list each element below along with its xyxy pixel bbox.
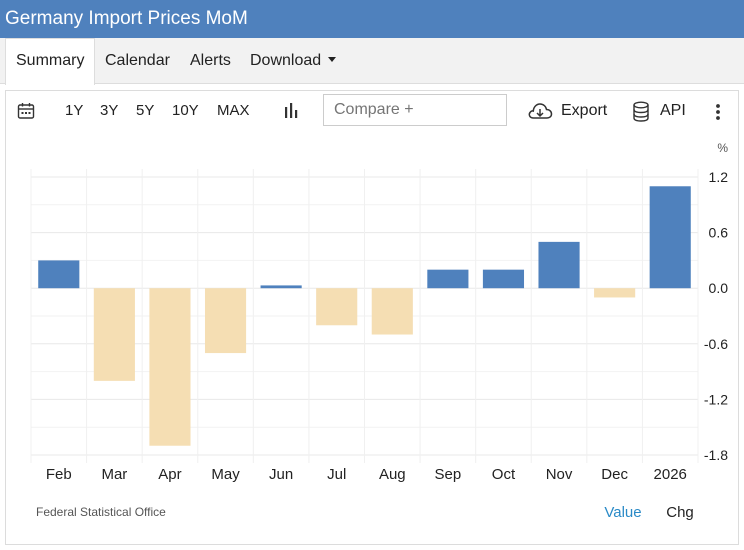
- x-tick-label: Jul: [327, 466, 346, 483]
- x-tick-label: Dec: [601, 466, 628, 483]
- tab-download[interactable]: Download: [250, 38, 337, 84]
- value-tab[interactable]: Value: [604, 504, 641, 521]
- bar-chart-icon[interactable]: [283, 102, 299, 125]
- export-button[interactable]: Export: [561, 102, 608, 119]
- tab-alerts-label: Alerts: [190, 52, 231, 69]
- chart-bars: [38, 186, 691, 446]
- calendar-icon[interactable]: [17, 102, 35, 125]
- bar-dec[interactable]: [594, 288, 636, 298]
- more-vertical-icon[interactable]: [715, 103, 721, 126]
- tab-alerts[interactable]: Alerts: [190, 38, 231, 84]
- chg-tab[interactable]: Chg: [666, 504, 694, 521]
- y-tick-label: 0.6: [709, 225, 729, 241]
- x-tick-label: Nov: [546, 466, 573, 483]
- chevron-down-icon: [328, 57, 337, 63]
- bar-chart: 1.2 0.6 0.0 -0.6 -1.2 -1.8 Feb Mar Apr May Jun Jul…: [30, 141, 728, 521]
- x-tick-label: Apr: [158, 466, 181, 483]
- page-title: Germany Import Prices MoM: [5, 8, 248, 29]
- source-label: Federal Statistical Office: [36, 505, 166, 519]
- y-axis-ticks: 1.2 0.6 0.0 -0.6 -1.2 -1.8: [704, 169, 728, 463]
- bar-jul[interactable]: [316, 288, 358, 326]
- chart-panel: 1Y 3Y 5Y 10Y MAX Export API 1.2 0.6 0.0 -0.…: [5, 90, 739, 545]
- tab-bar: Summary Calendar Alerts Download: [0, 38, 744, 85]
- tab-calendar-label: Calendar: [105, 52, 170, 69]
- tab-download-label: Download: [250, 52, 322, 69]
- x-tick-label: 2026: [654, 466, 687, 483]
- y-tick-label: 1.2: [709, 169, 729, 185]
- bar-apr[interactable]: [149, 288, 191, 446]
- api-button[interactable]: API: [660, 102, 686, 119]
- title-bar: Germany Import Prices MoM: [0, 0, 744, 38]
- y-tick-label: 0.0: [709, 280, 729, 296]
- chart-grid: [30, 169, 699, 463]
- compare-input[interactable]: [323, 94, 507, 126]
- bar-mar[interactable]: [93, 288, 135, 381]
- tab-summary[interactable]: Summary: [5, 38, 96, 85]
- bar-2026[interactable]: [649, 186, 691, 289]
- tab-calendar[interactable]: Calendar: [105, 38, 170, 84]
- range-3y-button[interactable]: 3Y: [100, 102, 119, 119]
- x-tick-label: Jun: [269, 466, 293, 483]
- database-icon[interactable]: [632, 101, 650, 128]
- x-tick-label: Sep: [435, 466, 462, 483]
- range-5y-button[interactable]: 5Y: [136, 102, 155, 119]
- x-tick-label: Aug: [379, 466, 406, 483]
- range-10y-button[interactable]: 10Y: [172, 102, 199, 119]
- x-tick-label: Feb: [46, 466, 72, 483]
- x-tick-label: May: [211, 466, 240, 483]
- bar-sep[interactable]: [427, 269, 469, 289]
- y-tick-label: -0.6: [704, 336, 728, 352]
- x-tick-label: Mar: [101, 466, 127, 483]
- bar-aug[interactable]: [371, 288, 413, 335]
- bar-nov[interactable]: [538, 241, 580, 289]
- bar-may[interactable]: [204, 288, 247, 354]
- bar-oct[interactable]: [482, 269, 525, 289]
- range-max-button[interactable]: MAX: [217, 102, 250, 119]
- range-1y-button[interactable]: 1Y: [65, 102, 84, 119]
- y-tick-label: -1.2: [704, 391, 728, 407]
- cloud-download-icon[interactable]: [527, 101, 553, 126]
- x-tick-label: Oct: [492, 466, 516, 483]
- y-tick-label: -1.8: [704, 447, 728, 463]
- bar-jun[interactable]: [260, 285, 302, 289]
- tab-summary-label: Summary: [16, 52, 85, 69]
- bar-feb[interactable]: [38, 260, 80, 289]
- unit-label: %: [717, 141, 728, 155]
- x-axis-ticks: Feb Mar Apr May Jun Jul Aug Sep Oct Nov Dec 2026: [46, 466, 687, 483]
